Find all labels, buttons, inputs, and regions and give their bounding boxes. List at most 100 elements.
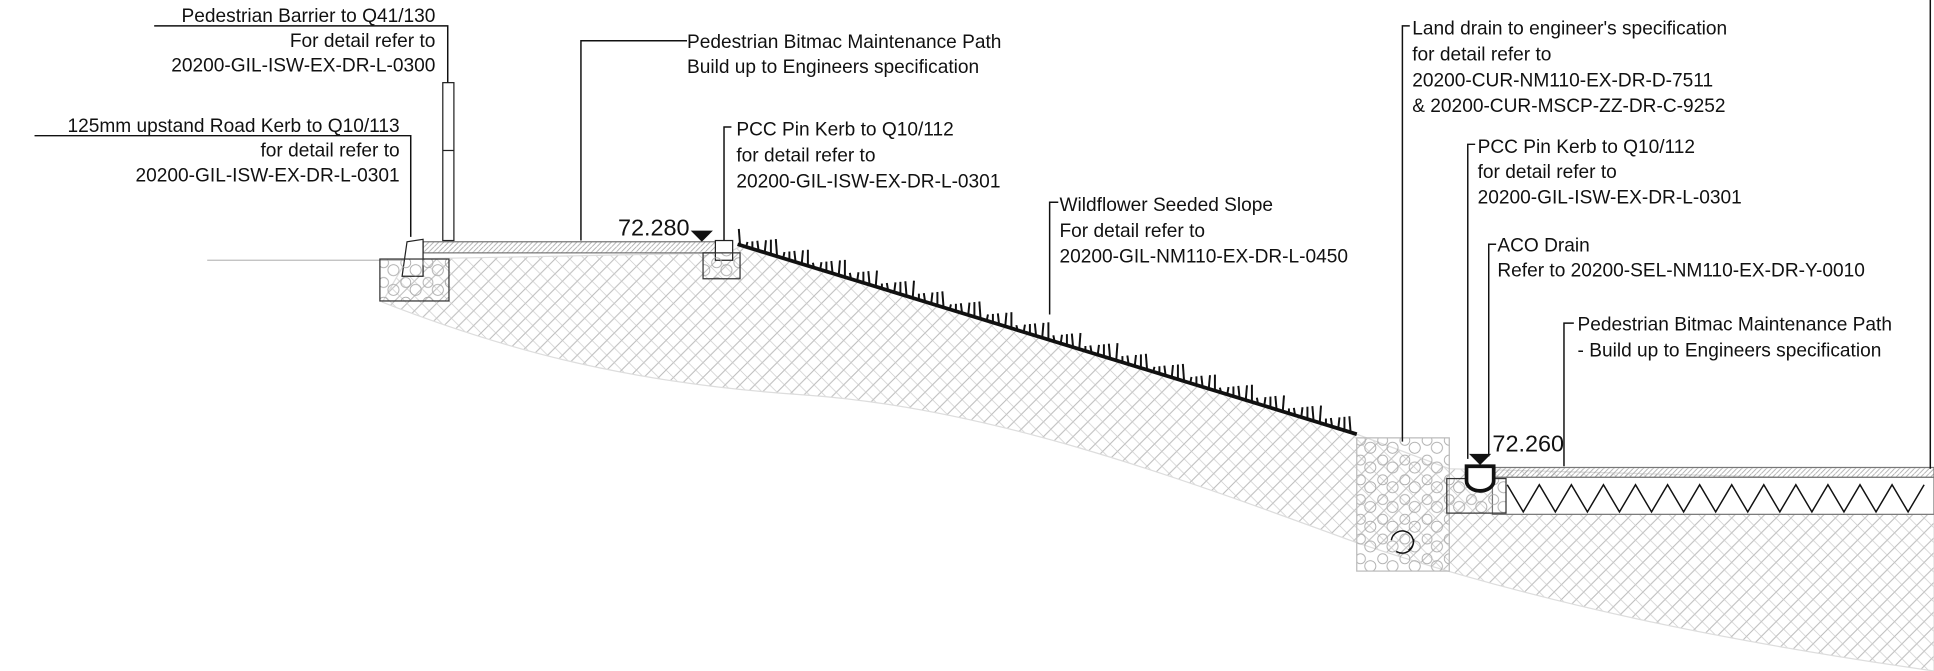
- gravel-trench: [1356, 437, 1450, 572]
- leader: [154, 25, 449, 83]
- grass-tuft: [1015, 324, 1019, 331]
- annotation-line: for detail refer to: [260, 141, 399, 162]
- annotation-line: 20200-GIL-ISW-EX-DR-L-0301: [136, 165, 400, 186]
- grass-tuft: [959, 303, 964, 314]
- grass-tuft: [1089, 345, 1093, 353]
- grass-tuft: [1281, 395, 1285, 412]
- grass-tuft: [978, 301, 982, 319]
- annotation-line: for detail refer to: [736, 146, 875, 167]
- annotation-line: ACO Drain: [1497, 236, 1589, 257]
- grass-tuft: [1263, 397, 1267, 406]
- annotation-line: - Build up to Engineers specification: [1578, 340, 1882, 361]
- grass-tuft: [967, 302, 971, 316]
- aco-drain: [1464, 464, 1496, 493]
- grass-tuft: [811, 262, 816, 268]
- grass-tuft: [1152, 366, 1156, 372]
- annotations: Pedestrian Barrier to Q41/130 For detail …: [67, 6, 1891, 361]
- leader: [723, 126, 732, 241]
- grass-tuft: [1170, 364, 1174, 378]
- grass-tuft: [1237, 385, 1241, 399]
- grass-tuft: [774, 238, 779, 257]
- annotation-line: PCC Pin Kerb to Q10/112: [736, 120, 953, 141]
- grass-tuft: [893, 282, 897, 293]
- annotation-line: PCC Pin Kerb to Q10/112: [1478, 137, 1695, 158]
- annotation-line: Refer to 20200-SEL-NM110-EX-DR-Y-0010: [1497, 260, 1865, 281]
- grass-tuft: [830, 260, 834, 274]
- leader: [1563, 322, 1574, 467]
- annotation-line: Land drain to engineer's specification: [1412, 19, 1727, 40]
- annotation-line: 125mm upstand Road Kerb to Q10/113: [67, 116, 399, 137]
- grass-tuft: [800, 250, 804, 264]
- annotation-line: 20200-GIL-ISW-EX-DR-L-0300: [171, 56, 435, 77]
- grass-tuft: [1004, 312, 1008, 327]
- annotation-line: for detail refer to: [1412, 44, 1551, 65]
- annotation-line: 20200-CUR-NM110-EX-DR-D-7511: [1412, 70, 1713, 91]
- grass-tuft: [1022, 324, 1026, 333]
- grass-tuft: [737, 228, 742, 246]
- grass-tuft: [1144, 353, 1149, 370]
- slope-surface: [737, 242, 1358, 436]
- leader: [1048, 201, 1059, 315]
- grass-tuft: [996, 313, 1001, 325]
- grass-tuft: [867, 271, 871, 285]
- annotation-line: For detail refer to: [290, 31, 436, 52]
- grass-tuft: [904, 281, 908, 297]
- grass-tuft: [819, 262, 823, 270]
- grass-tuft: [1033, 323, 1038, 336]
- annotation-line: Pedestrian Barrier to Q41/130: [182, 6, 436, 27]
- barrier-post: [442, 82, 455, 242]
- geogrid: [1506, 483, 1925, 514]
- kerb-haunch-2: [702, 252, 741, 280]
- annotation-line: Pedestrian Bitmac Maintenance Path: [1578, 315, 1892, 336]
- grass-tuft: [1163, 365, 1167, 376]
- grass-tuft: [1070, 333, 1075, 348]
- level-label: 72.280: [618, 215, 690, 241]
- annotation-line: 20200-GIL-NM110-EX-DR-L-0450: [1060, 247, 1349, 268]
- leader: [1487, 243, 1497, 457]
- grass-tuft: [745, 241, 749, 248]
- annotation-line: Wildflower Seeded Slope: [1060, 195, 1274, 216]
- annotation-line: 20200-GIL-ISW-EX-DR-L-0301: [736, 171, 1000, 192]
- grass-tuft: [1300, 407, 1304, 418]
- grass-tuft: [856, 272, 860, 282]
- level-marker: [690, 230, 713, 242]
- ground: [381, 246, 1934, 671]
- annotation-line: for detail refer to: [1478, 162, 1617, 183]
- grass-tuft: [1200, 375, 1204, 387]
- grass-tuft: [1207, 375, 1211, 389]
- grass-tuft: [1126, 355, 1130, 365]
- grass-tuft: [1218, 387, 1223, 393]
- grass-tufts: [737, 228, 1352, 433]
- grass-tuft: [1337, 417, 1341, 429]
- grass-tuft: [1189, 376, 1193, 384]
- grass-tuft: [1292, 407, 1297, 416]
- path-right: [1491, 466, 1934, 478]
- annotation-line: & 20200-CUR-MSCP-ZZ-DR-C-9252: [1412, 96, 1725, 117]
- grass-tuft: [941, 291, 945, 308]
- grass-tuft: [922, 292, 927, 302]
- path-left: [422, 241, 726, 254]
- grass-tuft: [1078, 332, 1082, 350]
- grass-tuft: [782, 251, 786, 259]
- annotation-line: 20200-GIL-ISW-EX-DR-L-0301: [1478, 188, 1742, 209]
- level-label: 72.260: [1492, 430, 1564, 456]
- grass-tuft: [874, 270, 878, 287]
- grass-tuft: [1059, 334, 1063, 344]
- leader: [34, 134, 412, 237]
- grass-tuft: [756, 240, 760, 251]
- grass-tuft: [1311, 406, 1315, 422]
- level-marker: [1469, 453, 1492, 466]
- grass-tuft: [1329, 417, 1334, 427]
- leader: [1467, 143, 1476, 459]
- grass-tuft: [1096, 344, 1100, 355]
- grass-tuft: [1181, 363, 1186, 382]
- grass-tuft: [1255, 397, 1260, 405]
- annotation-line: Build up to Engineers specification: [687, 57, 979, 78]
- leader: [580, 39, 688, 241]
- grass-tuft: [1348, 416, 1352, 433]
- grass-tuft: [948, 304, 952, 310]
- grass-tuft: [985, 314, 989, 321]
- grass-tuft: [837, 260, 841, 276]
- grass-tuft: [763, 240, 767, 253]
